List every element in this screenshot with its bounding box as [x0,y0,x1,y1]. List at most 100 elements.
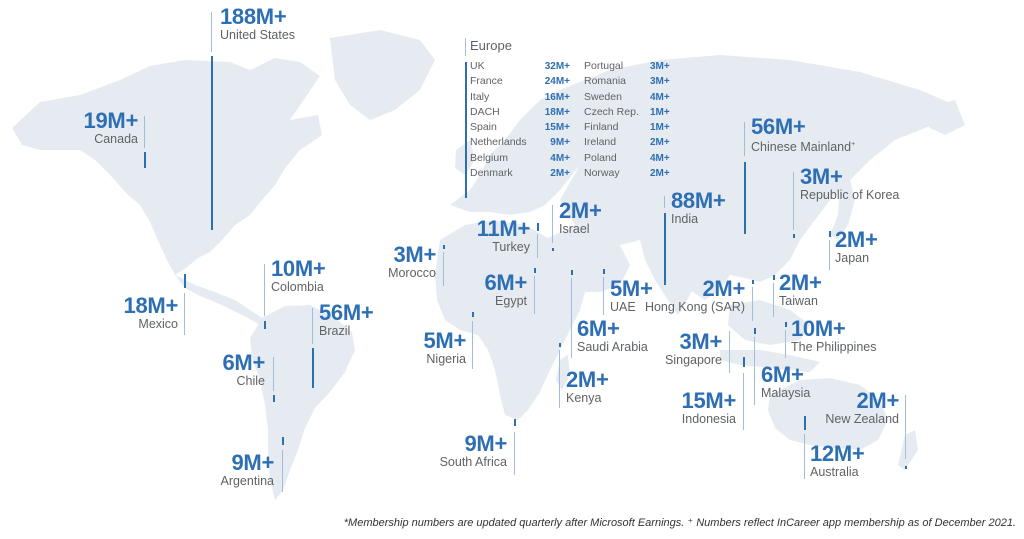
united-states-value: 188M+ [220,4,287,29]
eu-country-name: Spain [470,121,497,134]
hong-kong-leader-line [752,287,753,321]
eu-country-value: 1M+ [650,122,670,134]
kenya-pin-line [559,343,561,347]
egypt-pin-line [534,268,536,273]
taiwan-label: Taiwan [779,294,818,308]
chile-pin-line [273,395,275,402]
morocco-pin-line [443,245,445,249]
turkey-value: 11M+ [476,216,531,241]
israel-leader-line [552,205,553,243]
callout-egypt: 6M+ Egypt [484,270,527,309]
south-africa-leader-line [514,432,515,475]
japan-pin-line [829,231,831,237]
indonesia-label: Indonesia [681,412,736,426]
china-pin-line [744,162,746,234]
nigeria-leader-line [472,321,473,369]
colombia-label: Colombia [271,280,324,294]
colombia-value: 10M+ [271,256,326,281]
canada-pin-line [144,152,146,168]
egypt-leader-line [534,276,535,314]
eu-country-name: Sweden [584,90,622,103]
eu-country-value: 15M+ [544,122,570,134]
mexico-pin-line [184,274,186,288]
eu-country-name: Portugal [584,60,624,72]
china-leader-line [744,122,745,156]
app-membership-marker: + [851,141,856,148]
footnote: *Membership numbers are updated quarterl… [343,517,1016,529]
new-zealand-value: 2M+ [856,388,899,413]
europe-title: Europe [470,38,512,53]
eu-country-value: 4M+ [650,152,670,164]
australia-pin-line [804,416,806,430]
callout-japan: 2M+ Japan [835,229,878,266]
argentina-label: Argentina [220,474,274,488]
eu-country-value: 24M+ [544,76,570,88]
taiwan-value: 2M+ [779,270,822,295]
india-label: India [671,212,699,226]
greenland-landmass [330,30,435,120]
egypt-value: 6M+ [484,270,527,295]
callout-morocco: 3M+ Morocco [388,242,436,281]
hong-kong-label: Hong Kong (SAR) [644,300,745,314]
saudi-arabia-leader-line [571,278,572,358]
eu-country-name: Romania [584,75,627,88]
korea-pin-line [793,234,795,238]
callout-brazil: 56M+ Brazil [319,302,374,339]
turkey-pin-line [537,223,539,231]
callout-taiwan: 2M+ Taiwan [779,270,822,309]
india-leader-line [664,196,665,208]
callout-turkey: 11M+ Turkey [476,216,531,255]
mexico-label: Mexico [138,317,178,331]
nigeria-label: Nigeria [426,352,466,366]
chinese-mainland-value: 56M+ [751,114,806,139]
eu-country-value: 2M+ [650,168,670,180]
callout-south-africa: 9M+ South Africa [440,433,508,470]
eu-country-name: Denmark [470,167,513,180]
australia-leader-line [804,434,805,479]
europe-landmass [450,85,620,215]
united-states-label: United States [220,28,296,42]
kenya-leader-line [559,350,560,408]
india-value: 88M+ [671,188,726,213]
australia-landmass [768,378,888,450]
callout-canada: 19M+ Canada [84,110,139,147]
eu-country-name: France [470,75,503,88]
eu-country-value: 1M+ [650,106,670,118]
north-america-landmass [12,58,322,275]
united-states-pin-line [211,56,213,230]
saudi-arabia-label: Saudi Arabia [577,340,648,354]
callout-malaysia: 6M+ Malaysia [761,364,810,401]
kamchatka-landmass [920,100,965,135]
philippines-value: 10M+ [791,316,846,341]
africa-landmass [435,220,585,420]
brazil-pin-line [312,348,314,388]
eu-country-value: 2M+ [550,168,570,180]
taiwan-leader-line [773,283,774,317]
turkey-label: Turkey [492,240,530,254]
southeast-asia-landmass [728,300,810,345]
philippines-pin-line [785,322,787,327]
eu-country-value: 16M+ [544,91,570,103]
korea-value: 3M+ [800,164,843,189]
malaysia-pin-line [754,328,756,334]
callout-nigeria: 5M+ Nigeria [423,330,466,367]
saudi-arabia-pin-line [571,270,573,275]
argentina-leader-line [282,450,283,492]
eu-country-value: 9M+ [550,137,570,149]
brazil-label: Brazil [319,324,351,338]
colombia-leader-line [264,264,265,316]
chile-leader-line [273,357,274,391]
new-zealand-label: New Zealand [825,412,899,426]
chinese-mainland-label: Chinese Mainland+ [751,140,856,155]
uae-leader-line [603,277,604,315]
morocco-leader-line [443,252,444,286]
eu-country-value: 3M+ [650,76,670,88]
eu-country-name: Italy [470,90,490,103]
europe-pin-line [465,62,467,198]
saudi-arabia-value: 6M+ [577,316,620,341]
india-landmass [640,240,700,315]
mexico-leader-line [184,293,185,335]
morocco-value: 3M+ [393,242,436,267]
nigeria-pin-line [472,312,474,317]
